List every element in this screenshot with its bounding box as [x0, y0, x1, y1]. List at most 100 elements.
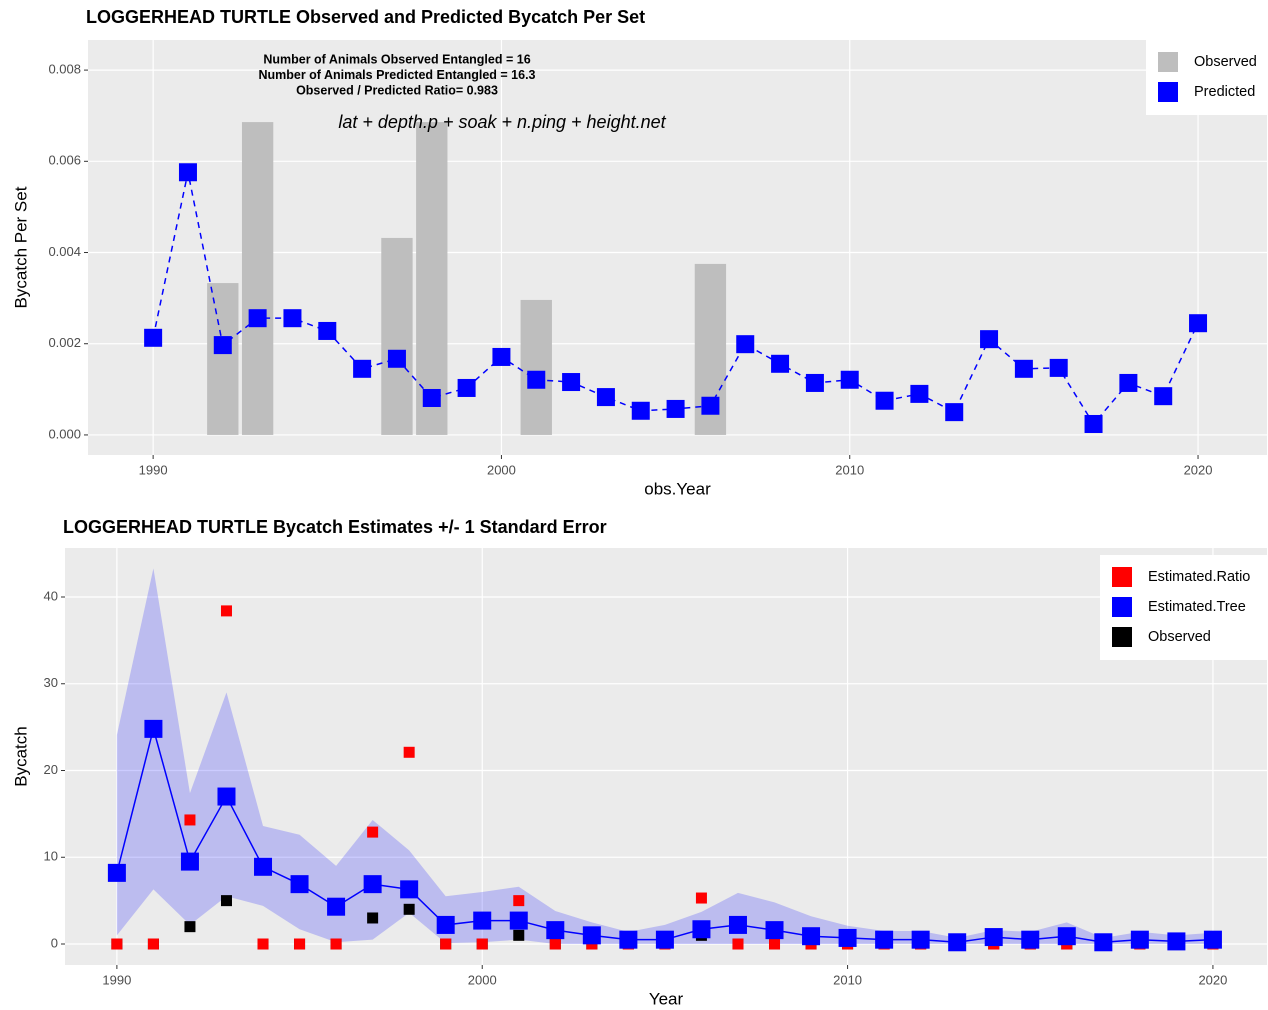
x-tick-label: 1990	[139, 462, 168, 477]
point	[945, 403, 964, 422]
annotation: Number of Animals Observed Entangled = 1…	[263, 52, 530, 66]
plot-panel	[65, 548, 1267, 965]
point	[217, 787, 236, 806]
point	[736, 335, 755, 354]
point	[290, 875, 309, 894]
legend-label: Observed	[1148, 629, 1211, 645]
point	[327, 897, 346, 916]
y-tick-label: 20	[44, 762, 58, 777]
chart-title: LOGGERHEAD TURTLE Bycatch Estimates +/- …	[63, 517, 607, 537]
point	[1049, 358, 1068, 377]
point	[732, 938, 744, 950]
point	[619, 930, 638, 949]
chart-title: LOGGERHEAD TURTLE Observed and Predicted…	[86, 7, 645, 27]
point	[948, 933, 967, 952]
bar	[241, 122, 274, 435]
point	[440, 938, 452, 950]
point	[363, 875, 382, 894]
model-formula: lat + depth.p + soak + n.ping + height.n…	[338, 112, 666, 132]
point	[353, 359, 372, 378]
y-tick-label: 0.002	[48, 335, 81, 350]
x-axis-label: Year	[649, 989, 684, 1008]
y-axis-label: Bycatch Per Set	[11, 186, 30, 308]
legend-key	[1112, 567, 1132, 587]
point	[771, 354, 790, 373]
legend-key	[1158, 52, 1178, 72]
point	[403, 746, 415, 758]
y-tick-label: 0	[51, 935, 58, 950]
point	[107, 863, 126, 882]
point	[422, 388, 441, 407]
point	[436, 915, 455, 934]
point	[980, 330, 999, 349]
point	[513, 895, 525, 907]
point	[367, 826, 379, 838]
point	[144, 328, 163, 347]
point	[1094, 933, 1113, 952]
bar	[381, 237, 413, 435]
point	[527, 370, 546, 389]
point	[805, 373, 824, 392]
point	[1021, 930, 1040, 949]
point	[1167, 932, 1186, 951]
annotation: Number of Animals Predicted Entangled = …	[258, 68, 535, 82]
point	[1154, 387, 1173, 406]
point	[1189, 314, 1208, 333]
point	[294, 938, 306, 950]
point	[400, 880, 419, 899]
point	[184, 814, 196, 826]
point	[1014, 359, 1033, 378]
point	[111, 938, 123, 950]
point	[492, 347, 511, 366]
point	[1203, 930, 1222, 949]
legend-label: Predicted	[1194, 84, 1255, 100]
x-tick-label: 2020	[1184, 462, 1213, 477]
point	[1119, 373, 1138, 392]
point	[655, 930, 674, 949]
y-tick-label: 0.006	[48, 153, 81, 168]
x-tick-label: 2000	[468, 972, 497, 987]
point	[473, 911, 492, 930]
y-tick-label: 0.004	[48, 244, 81, 259]
point	[911, 930, 930, 949]
point	[1057, 927, 1076, 946]
y-tick-label: 10	[44, 849, 58, 864]
point	[875, 391, 894, 410]
x-tick-label: 2000	[487, 462, 516, 477]
legend-key	[1112, 627, 1132, 647]
bar	[416, 122, 448, 435]
x-axis-label: obs.Year	[644, 479, 711, 498]
point	[509, 911, 528, 930]
legend-label: Estimated.Ratio	[1148, 569, 1250, 585]
point	[838, 928, 857, 947]
point	[513, 929, 525, 941]
legend-box	[1146, 40, 1267, 115]
point	[213, 336, 232, 355]
point	[457, 378, 476, 397]
point	[562, 373, 581, 392]
point	[248, 309, 267, 328]
point	[283, 309, 302, 328]
point	[476, 938, 488, 950]
point	[596, 388, 615, 407]
point	[875, 930, 894, 949]
x-tick-label: 1990	[102, 972, 131, 987]
point	[147, 938, 159, 950]
annotation: Observed / Predicted Ratio= 0.983	[296, 83, 498, 97]
point	[330, 938, 342, 950]
error-ribbon	[116, 568, 1213, 945]
point	[254, 857, 273, 876]
point	[1130, 930, 1149, 949]
legend-key	[1158, 82, 1178, 102]
point	[802, 927, 821, 946]
point	[695, 892, 707, 904]
point	[769, 938, 781, 950]
point	[220, 895, 232, 907]
point	[178, 163, 197, 182]
point	[666, 399, 685, 418]
point	[701, 396, 720, 415]
x-tick-label: 2010	[833, 972, 862, 987]
point	[765, 921, 784, 940]
point	[631, 401, 650, 420]
legend-label: Estimated.Tree	[1148, 599, 1246, 615]
